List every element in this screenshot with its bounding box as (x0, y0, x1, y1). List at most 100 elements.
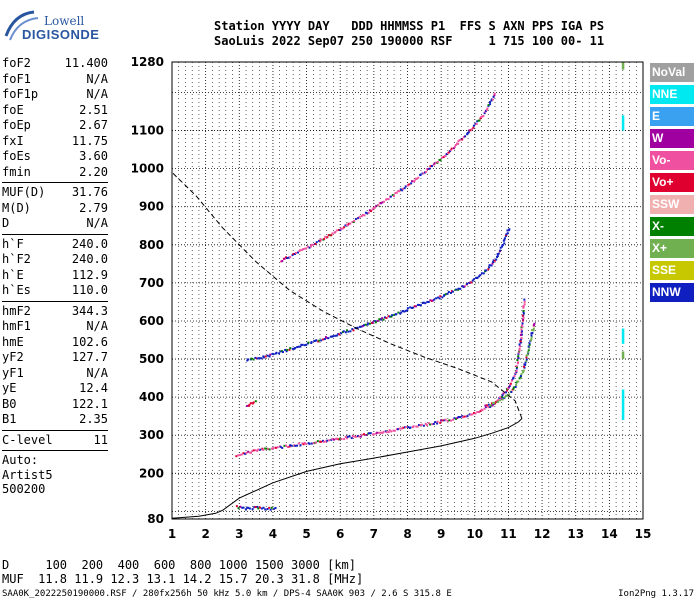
y-tick-label: 900 (139, 200, 164, 214)
param-value: 2.51 (79, 102, 108, 117)
echo-point (379, 202, 382, 205)
echo-point (297, 251, 300, 254)
param-name: h`E (2, 267, 24, 282)
echo-point (464, 135, 467, 138)
x-tick-label: 8 (403, 527, 411, 541)
echo-point (506, 389, 509, 392)
echo-point (508, 393, 511, 396)
echo-point (404, 426, 407, 429)
echo-point (471, 128, 474, 131)
param-name: MUF(D) (2, 185, 46, 199)
echo-point (522, 319, 525, 322)
echo-point (461, 415, 464, 418)
param-row-b1: B1 2.35 (2, 412, 108, 428)
echo-point (351, 435, 354, 438)
autoscaling-program: Artist5 (2, 467, 53, 482)
echo-point (442, 156, 445, 159)
echo-point (283, 257, 286, 260)
direction-marker (621, 389, 625, 420)
echo-point (412, 425, 415, 428)
echo-point (457, 415, 460, 418)
separator (2, 450, 108, 451)
echo-point (333, 438, 336, 441)
echo-point (288, 348, 291, 351)
echo-point (347, 222, 350, 225)
echo-point (318, 339, 321, 342)
echo-point (499, 246, 502, 249)
echo-point (378, 202, 381, 205)
param-value: 122.1 (71, 396, 108, 411)
echo-point (455, 417, 458, 420)
echo-point (366, 212, 369, 215)
echo-point (385, 431, 388, 434)
echo-point (520, 328, 523, 331)
echo-point (526, 351, 529, 354)
echo-point (446, 419, 449, 422)
echo-point (340, 332, 343, 335)
echo-point (420, 423, 423, 426)
echo-point (476, 410, 479, 413)
echo-point (522, 305, 525, 308)
echo-point (501, 395, 504, 398)
echo-point (508, 228, 511, 231)
echo-point (459, 416, 462, 419)
echo-point (367, 322, 370, 325)
echo-point (489, 101, 492, 104)
echo-point (288, 256, 291, 259)
logo-swoosh-icon (4, 10, 39, 41)
echo-point (400, 311, 403, 314)
echo-point (522, 365, 525, 368)
echo-point (276, 446, 279, 449)
echo-point (269, 353, 272, 356)
echo-point (254, 449, 257, 452)
echo-point (422, 424, 425, 427)
y-tick-label: 80 (147, 512, 164, 526)
echo-point (259, 506, 262, 509)
echo-point (322, 439, 325, 442)
header-columns: Station YYYY DAY DDD HHMMSS P1 FFS S AXN… (214, 19, 605, 33)
echo-point (388, 315, 391, 318)
echo-point (247, 506, 250, 509)
param-name: fxI (2, 133, 24, 148)
echo-point (498, 396, 501, 399)
echo-point (525, 356, 528, 359)
echo-point (291, 254, 294, 257)
echo-point (273, 507, 276, 510)
echo-point (307, 341, 310, 344)
echo-point (245, 451, 248, 454)
echo-point (449, 148, 452, 151)
echo-point (294, 252, 297, 255)
echo-point (485, 108, 488, 111)
x-tick-label: 6 (336, 527, 344, 541)
echo-point (517, 361, 520, 364)
echo-point (469, 281, 472, 284)
echo-point (474, 412, 477, 415)
echo-point (325, 440, 328, 443)
lowell-digisonde-logo: Lowell DIGISONDE (4, 6, 124, 44)
echo-point (435, 297, 438, 300)
param-name: foF1p (2, 87, 39, 101)
echo-point (515, 367, 518, 370)
echo-point (529, 339, 532, 342)
echo-point (453, 145, 456, 148)
echo-point (368, 209, 371, 212)
echo-point (397, 428, 400, 431)
echo-point (508, 384, 511, 387)
echo-point (495, 258, 498, 261)
echo-point (443, 293, 446, 296)
echo-point (433, 298, 436, 301)
echo-point (429, 423, 432, 426)
echo-point (522, 306, 525, 309)
echo-point (431, 299, 434, 302)
echo-point (518, 349, 521, 352)
x-tick-label: 1 (168, 527, 176, 541)
y-tick-label: 1000 (131, 162, 164, 176)
legend-item-x: X- (650, 217, 694, 236)
echo-point (450, 419, 453, 422)
echo-point (485, 269, 488, 272)
echo-point (485, 404, 488, 407)
echo-point (492, 95, 495, 98)
echo-point (254, 506, 257, 509)
echo-point (268, 355, 271, 358)
